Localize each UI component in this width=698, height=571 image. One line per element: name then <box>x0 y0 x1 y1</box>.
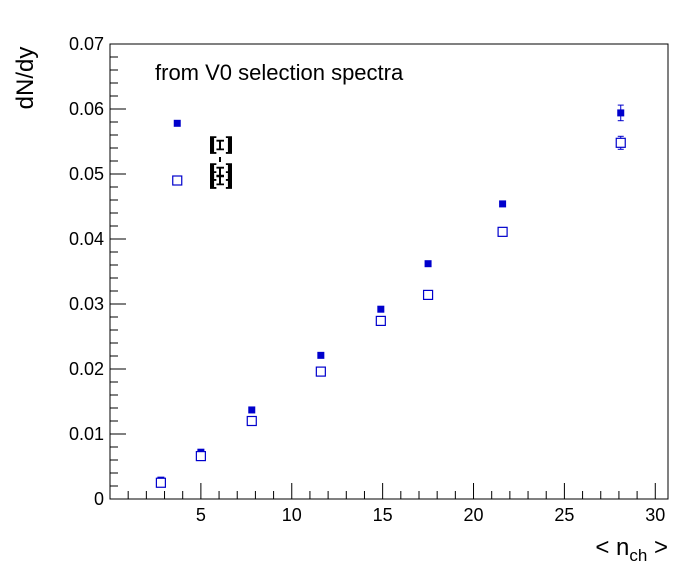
x-tick-label: 20 <box>464 505 484 525</box>
open-square-point <box>315 366 326 377</box>
filled-square-point <box>499 200 507 208</box>
legend-marker <box>173 119 181 127</box>
axis-ticks <box>110 43 656 500</box>
x-axis-title-main: < n <box>595 534 629 561</box>
filled-square-point <box>617 109 625 117</box>
legend-marker <box>172 175 183 186</box>
x-axis-title: < nch > <box>595 534 668 565</box>
tick-labels: 5 10 15 20 25 30 0 0.01 0.02 0.03 0.04 0.05 0.06 0.07 <box>69 34 665 525</box>
plot-frame <box>109 43 669 500</box>
legend-label-2: Ξ <box>205 161 240 182</box>
filled-square-point <box>317 351 325 359</box>
filled-square-point <box>248 406 256 414</box>
x-tick-label: 15 <box>373 505 393 525</box>
data-points <box>155 104 626 488</box>
y-tick-label: 0.02 <box>69 359 104 379</box>
x-tick-label: 5 <box>196 505 206 525</box>
legend: Ξ Ξ Ξ <box>205 134 240 190</box>
y-tick-label: 0 <box>94 489 104 509</box>
x-tick-label: 10 <box>282 505 302 525</box>
x-tick-label: 25 <box>554 505 574 525</box>
y-tick-label: 0.05 <box>69 164 104 184</box>
legend-label-1: Ξ <box>205 134 240 155</box>
open-square-point <box>155 477 166 488</box>
open-square-point <box>375 315 386 326</box>
filled-square-point <box>377 305 385 313</box>
y-tick-label: 0.04 <box>69 229 104 249</box>
filled-square-point <box>424 260 432 268</box>
x-axis-title-suffix: > <box>647 534 668 561</box>
x-tick-label: 30 <box>645 505 665 525</box>
y-tick-label: 0.03 <box>69 294 104 314</box>
y-tick-label: 0.06 <box>69 99 104 119</box>
open-square-point <box>246 415 257 427</box>
y-tick-label: 0.07 <box>69 34 104 54</box>
y-axis-title: dN/dy <box>12 47 39 110</box>
y-tick-label: 0.01 <box>69 424 104 444</box>
open-square-point <box>615 137 626 148</box>
open-square-point <box>422 289 434 300</box>
open-square-point <box>195 451 206 462</box>
open-square-point <box>497 226 508 237</box>
plot-border <box>109 43 669 500</box>
x-axis-title-sub: ch <box>629 546 647 565</box>
annotation-text: from V0 selection spectra <box>155 60 404 85</box>
legend-label-3: Ξ <box>205 169 240 190</box>
